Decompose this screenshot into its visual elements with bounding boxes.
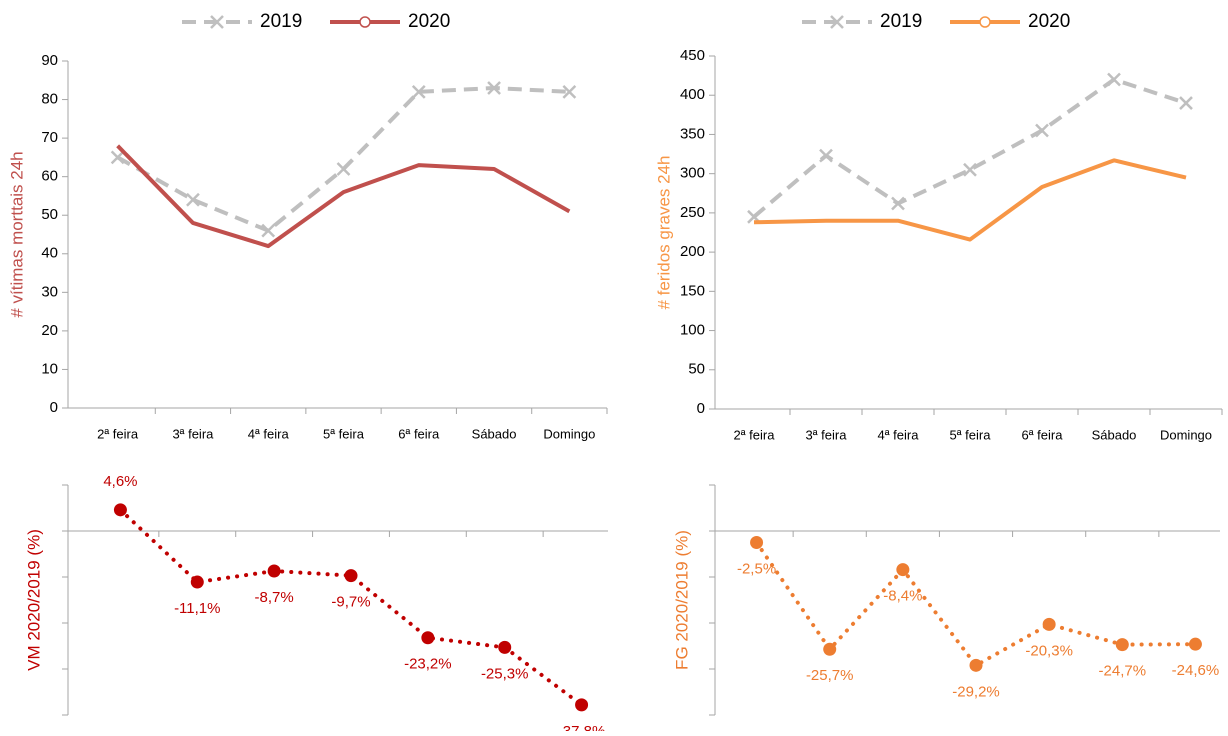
value-label: -29,2% (952, 683, 1000, 700)
y-tick-label: 200 (680, 243, 705, 260)
y-tick-label: 250 (680, 204, 705, 221)
x-tick-label: 4ª feira (878, 427, 920, 442)
value-label: -9,7% (331, 594, 370, 611)
x-tick-label: 6ª feira (1022, 427, 1064, 442)
value-label: -8,7% (255, 589, 294, 606)
series-line (116, 85, 570, 233)
marker (562, 84, 577, 99)
value-label: -20,3% (1025, 642, 1073, 659)
point (190, 575, 204, 589)
y-tick-label: 0 (697, 400, 705, 417)
value-label: -24,7% (1099, 663, 1147, 680)
point (267, 564, 281, 578)
y-tick-label: 30 (41, 283, 58, 300)
y-tick-label: 10 (41, 360, 58, 377)
y-tick-label: 40 (41, 245, 58, 262)
legend-label: 2019 (260, 11, 302, 32)
point (969, 658, 983, 672)
value-label: -25,7% (806, 667, 854, 684)
y-tick-label: 20 (41, 322, 58, 339)
marker (186, 192, 200, 207)
y-tick-label: 150 (680, 282, 705, 299)
series-line (753, 158, 1187, 242)
value-label: -8,4% (883, 588, 922, 605)
x-tick-label: 3ª feira (172, 426, 214, 441)
y-tick-label: 60 (41, 168, 58, 185)
marker (487, 81, 501, 95)
legend-marker (210, 15, 224, 29)
marker (963, 162, 977, 177)
marker (110, 150, 125, 165)
value-label: -23,2% (404, 656, 452, 673)
legend-label: 2020 (1028, 11, 1070, 32)
x-tick-label: 2ª feira (97, 426, 139, 441)
marker (891, 196, 905, 211)
y-axis-label: FG 2020/2019 (%) (672, 530, 691, 670)
y-tick-label: 350 (680, 125, 705, 142)
x-tick-label: 6ª feira (398, 426, 440, 441)
value-label: -25,3% (481, 665, 529, 682)
point (1188, 637, 1202, 651)
point (750, 536, 764, 549)
value-label: -11,1% (174, 600, 220, 617)
point (823, 642, 837, 656)
point (896, 563, 910, 577)
marker (261, 223, 276, 238)
x-tick-label: Sábado (472, 426, 517, 441)
point (1042, 617, 1056, 631)
value-label: -37,8% (558, 723, 606, 731)
point (113, 503, 127, 517)
y-tick-label: 0 (50, 399, 58, 416)
y-axis-label: # feridos graves 24h (654, 155, 673, 309)
y-tick-label: 300 (680, 165, 705, 182)
series-line (752, 77, 1187, 219)
x-tick-label: Sábado (1092, 427, 1137, 442)
y-tick-label: 50 (688, 361, 705, 378)
marker (411, 84, 426, 99)
y-tick-label: 100 (680, 322, 705, 339)
marker (1179, 96, 1193, 110)
y-axis-label: # vítimas morttais 24h (7, 151, 26, 317)
x-tick-label: 3ª feira (806, 427, 848, 442)
x-tick-label: 2ª feira (734, 427, 776, 442)
y-tick-label: 90 (41, 52, 58, 69)
x-tick-label: 5ª feira (950, 427, 992, 442)
legend-marker (359, 16, 371, 28)
legend-label: 2020 (408, 11, 450, 32)
point (344, 569, 358, 583)
series-line (116, 144, 571, 249)
y-tick-label: 50 (41, 206, 58, 223)
marker (819, 148, 833, 163)
marker (1107, 72, 1121, 87)
value-label: -24,6% (1172, 662, 1220, 679)
marker (336, 162, 351, 176)
value-label: 4,6% (103, 473, 137, 490)
value-label: -2,5% (737, 560, 776, 577)
x-tick-label: 4ª feira (248, 426, 290, 441)
x-tick-label: 5ª feira (323, 426, 365, 441)
point (421, 631, 435, 645)
y-tick-label: 450 (680, 47, 705, 64)
x-tick-label: Domingo (1160, 427, 1212, 442)
legend-marker (830, 15, 844, 29)
point (1115, 638, 1129, 652)
point (575, 698, 589, 712)
legend-marker (979, 16, 991, 28)
y-tick-label: 70 (41, 129, 58, 146)
series-line (754, 540, 1198, 668)
y-tick-label: 80 (41, 91, 58, 108)
point (498, 640, 512, 654)
legend-label: 2019 (880, 11, 922, 32)
y-tick-label: 400 (680, 86, 705, 103)
y-axis-label: VM 2020/2019 (%) (24, 529, 43, 671)
marker (1035, 123, 1049, 138)
x-tick-label: Domingo (543, 426, 595, 441)
